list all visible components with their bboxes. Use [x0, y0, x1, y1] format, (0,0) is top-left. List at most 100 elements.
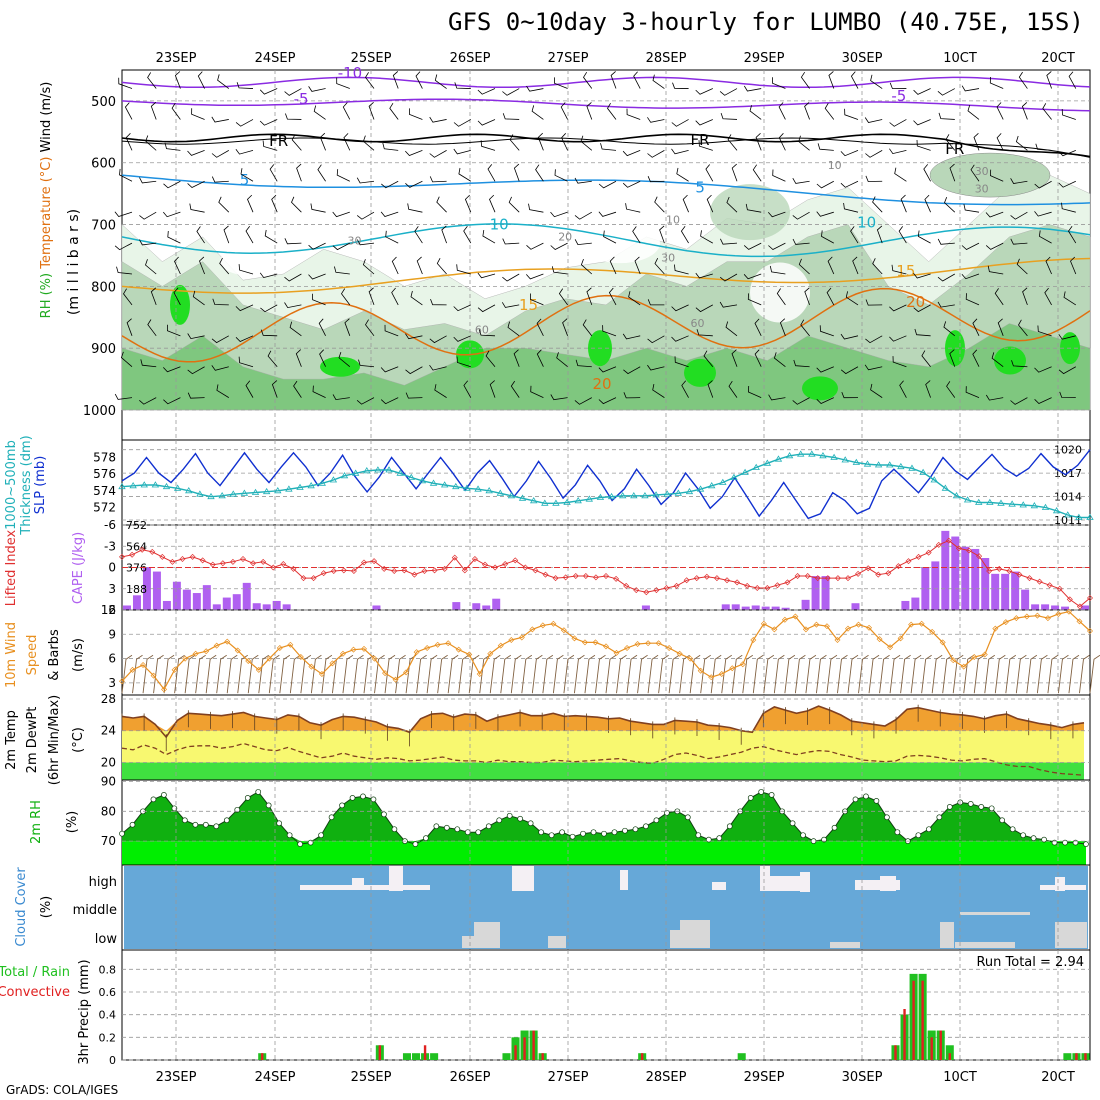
- wind-barb: [300, 654, 312, 694]
- x-tick-label-bottom: 23SEP: [156, 1070, 197, 1085]
- wind-speed-point: [676, 650, 683, 657]
- y-tick-label: 9: [108, 627, 116, 641]
- wind-barb: [575, 359, 592, 368]
- lifted-index-point: [633, 587, 640, 594]
- wind-speed-point: [771, 626, 778, 633]
- wind-barb: [864, 364, 883, 371]
- wind10m-panel: 3 6 9 12 10m Wind Speed & Barbs (m/s): [4, 603, 1100, 696]
- cape-bar: [162, 600, 171, 610]
- wind-barb: [510, 380, 520, 398]
- axis-label-line: (m/s): [71, 638, 86, 672]
- wind-barb: [985, 242, 1004, 250]
- series-point: [774, 455, 783, 462]
- x-tick-label-bottom: 24SEP: [255, 1070, 296, 1085]
- cloud-low-block: [830, 942, 860, 948]
- wind-barb: [317, 164, 326, 182]
- axis-label-part: RH (%): [39, 273, 54, 318]
- cloud-panel: high middle low Cloud Cover (%): [14, 864, 1091, 951]
- wind-barb: [284, 88, 302, 96]
- rh-bright-spot: [802, 376, 838, 401]
- series-point: [440, 481, 449, 488]
- wind-barb: [187, 180, 205, 188]
- y-tick-label: 1000: [83, 404, 116, 419]
- wind-speed-point: [518, 634, 525, 641]
- wind-barb: [554, 77, 568, 89]
- wind-barb: [382, 142, 399, 151]
- rh-point: [653, 817, 660, 824]
- lifted-index-point: [915, 553, 922, 560]
- wind-barb: [819, 325, 834, 337]
- wind-barb: [150, 287, 157, 306]
- wind-barb: [216, 384, 230, 398]
- wind-barb: [556, 352, 568, 368]
- wind-barb: [845, 291, 859, 306]
- lifted-index-point: [754, 585, 761, 592]
- wind-barb: [293, 380, 302, 398]
- wind-barb: [952, 654, 964, 694]
- cape-bar: [472, 603, 481, 610]
- upper-air-panel: 500 600 700 800 900 1000 -10 -5 -5 FR FR FR 5 5 10 10 15…: [39, 51, 1091, 441]
- rh-base-fill: [122, 841, 1086, 865]
- cloud-high-block: [300, 885, 430, 890]
- wind-barb: [768, 242, 786, 250]
- series-point: [518, 494, 527, 501]
- series-point: [229, 490, 237, 497]
- wind-barb: [429, 335, 447, 344]
- wind-barb: [310, 654, 322, 694]
- rh-point: [496, 817, 503, 824]
- wind-barb: [405, 392, 423, 399]
- wind-barb: [680, 226, 689, 244]
- lifted-index-point: [340, 567, 347, 574]
- wind-speed-point: [634, 641, 641, 647]
- wind-barb: [463, 380, 472, 398]
- wind-barb: [530, 293, 544, 306]
- series-point: [930, 476, 938, 483]
- wind-barb: [235, 304, 254, 312]
- wind-speed-point: [971, 653, 978, 660]
- contour-label: -5: [891, 87, 906, 105]
- wind-barb: [658, 654, 669, 694]
- wind-barb: [727, 134, 738, 151]
- wind-barb: [745, 203, 762, 213]
- wind-barb: [211, 176, 229, 183]
- wind-barb: [410, 290, 423, 306]
- series-point: [407, 473, 415, 480]
- rh-point: [915, 832, 922, 839]
- lifted-index-point: [673, 582, 680, 589]
- wind-barb: [671, 119, 689, 127]
- wind-barb: [921, 654, 932, 694]
- rh-point: [318, 832, 324, 839]
- y-tick-label: 574: [93, 484, 116, 498]
- wind-barb: [502, 113, 520, 120]
- wind-barb: [773, 352, 786, 368]
- rh-point: [527, 820, 534, 827]
- lifted-index-point: [562, 574, 569, 581]
- wind-barb: [319, 349, 326, 367]
- rh-point: [339, 802, 345, 809]
- lifted-index-point: [613, 575, 620, 582]
- wind-barb: [338, 351, 351, 368]
- wind-speed-point: [424, 645, 431, 652]
- wind-barb: [633, 71, 641, 89]
- lifted-index-point: [663, 585, 670, 592]
- wind-barb: [574, 211, 593, 220]
- rh-point: [255, 789, 262, 795]
- wind-speed-point: [760, 620, 767, 627]
- rh-point: [747, 795, 754, 801]
- wind-barb: [502, 273, 520, 282]
- lifted-index-point: [996, 565, 1003, 572]
- series-point: [897, 462, 905, 470]
- cloud-high-block: [770, 876, 805, 891]
- wind-barb: [489, 194, 496, 213]
- wind-speed-point: [413, 649, 420, 656]
- wind-barb: [477, 88, 496, 95]
- wind-barb: [531, 654, 543, 694]
- precip-total-bar: [502, 1053, 511, 1060]
- wind-barb: [961, 85, 980, 92]
- wind-barb: [216, 654, 227, 694]
- wind-barb: [792, 178, 810, 184]
- wind-speed-point: [571, 635, 578, 642]
- wind-barb: [840, 180, 859, 188]
- rh-point: [559, 829, 565, 836]
- wind-barb: [695, 119, 713, 126]
